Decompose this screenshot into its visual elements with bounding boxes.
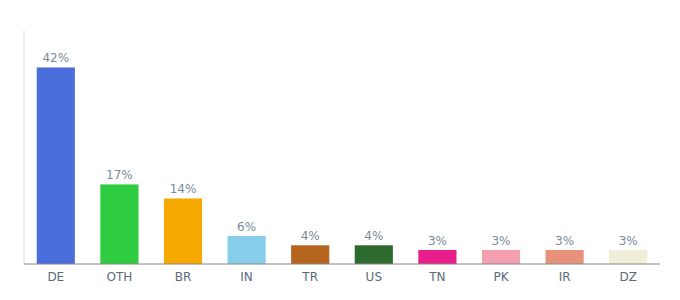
x-tick-label: DE xyxy=(47,270,64,284)
bars xyxy=(37,67,648,264)
x-tick-label: TR xyxy=(301,270,318,284)
chart-container: DE OTH BR IN TR US TN PK IR DZ 42% 17% 14% 6% 4% 4% 3% 3%… xyxy=(0,0,680,300)
data-label: 3% xyxy=(555,234,574,248)
data-label: 14% xyxy=(170,182,197,196)
x-tick-label: OTH xyxy=(106,270,132,284)
data-label: 6% xyxy=(237,220,256,234)
x-tick-label: DZ xyxy=(619,270,636,284)
bar xyxy=(418,250,456,264)
x-tick-label: IN xyxy=(240,270,253,284)
y-axis-line xyxy=(24,30,25,264)
bar xyxy=(482,250,520,264)
bar xyxy=(546,250,584,264)
data-label: 3% xyxy=(428,234,447,248)
data-label: 3% xyxy=(619,234,638,248)
x-tick-label: PK xyxy=(493,270,509,284)
data-label: 4% xyxy=(364,229,383,243)
bar xyxy=(37,67,75,264)
bar xyxy=(355,245,393,264)
x-axis-line xyxy=(24,263,660,264)
x-tick-label: US xyxy=(366,270,382,284)
x-tick-label: IR xyxy=(559,270,571,284)
chart: DE OTH BR IN TR US TN PK IR DZ 42% 17% 14% 6% 4% 4% 3% 3%… xyxy=(0,0,680,300)
bar xyxy=(291,245,329,264)
x-tick-label: BR xyxy=(175,270,192,284)
bar xyxy=(228,236,266,264)
data-label: 42% xyxy=(42,51,69,65)
data-label: 17% xyxy=(106,168,133,182)
data-label: 3% xyxy=(491,234,510,248)
bar xyxy=(609,250,647,264)
x-tick-label: TN xyxy=(428,270,445,284)
bar xyxy=(100,184,138,264)
bar xyxy=(164,198,202,264)
data-label: 4% xyxy=(301,229,320,243)
